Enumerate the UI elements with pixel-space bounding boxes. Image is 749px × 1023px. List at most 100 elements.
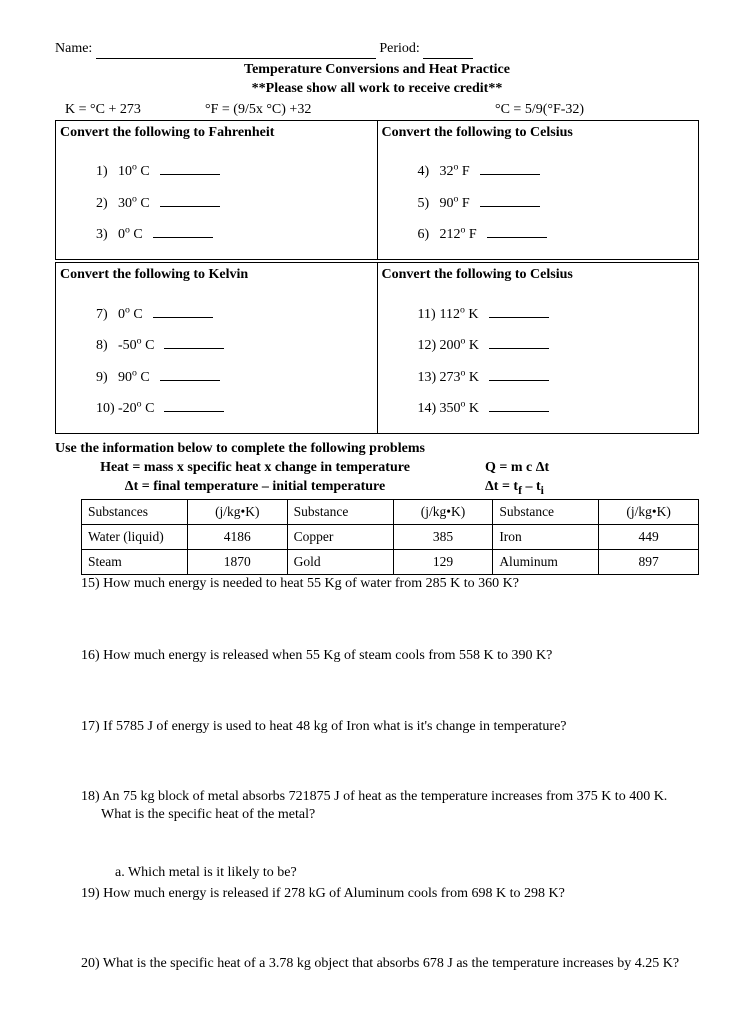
conversion-value: 212o F bbox=[440, 227, 477, 242]
name-label: Name: bbox=[55, 41, 92, 56]
table-row: Steam1870Gold129Aluminum897 bbox=[82, 549, 699, 574]
table-cell: 449 bbox=[599, 524, 699, 549]
conversion-item: 2)30o C bbox=[96, 192, 377, 214]
problem-17: 17) If 5785 J of energy is used to heat … bbox=[81, 718, 699, 736]
table-row: Water (liquid)4186Copper385Iron449 bbox=[82, 524, 699, 549]
answer-blank[interactable] bbox=[489, 369, 549, 381]
answer-blank[interactable] bbox=[160, 369, 220, 381]
table-header-cell: (j/kg•K) bbox=[187, 499, 287, 524]
conversion-value: 30o C bbox=[118, 196, 150, 211]
conv-heading: Convert the following to Kelvin bbox=[56, 263, 377, 285]
conversion-item: 5)90o F bbox=[418, 192, 699, 214]
name-blank[interactable] bbox=[96, 45, 376, 59]
conversion-value: 32o F bbox=[440, 164, 470, 179]
table-header-cell: Substance bbox=[493, 499, 599, 524]
conversion-item: 1)10o C bbox=[96, 160, 377, 182]
heat-formula-symbols: Q = m c Δt bbox=[455, 459, 699, 478]
conversion-value: 0o C bbox=[118, 227, 143, 242]
conversion-value: 273o K bbox=[440, 370, 480, 385]
answer-blank[interactable] bbox=[489, 337, 549, 349]
table-cell: 129 bbox=[393, 549, 493, 574]
table-cell: Aluminum bbox=[493, 549, 599, 574]
period-label: Period: bbox=[379, 41, 419, 56]
conv-body: 7)0o C 8)-50o C 9)90o C 10)-20o C bbox=[56, 285, 377, 433]
problem-18-line1: 18) An 75 kg block of metal absorbs 7218… bbox=[81, 789, 667, 804]
conversion-value: -20o C bbox=[118, 401, 154, 416]
answer-blank[interactable] bbox=[164, 400, 224, 412]
conv-cell-right: Convert the following to Celsius11)112o … bbox=[378, 263, 699, 433]
conv-heading: Convert the following to Celsius bbox=[378, 263, 699, 285]
conv-cell-left: Convert the following to Kelvin 7)0o C 8)-… bbox=[56, 263, 378, 433]
table-cell: 385 bbox=[393, 524, 493, 549]
conv-cell-left: Convert the following to Fahrenheit1)10o… bbox=[56, 121, 378, 260]
table-cell: 897 bbox=[599, 549, 699, 574]
conv-body: 1)10o C 2)30o C 3)0o C bbox=[56, 142, 377, 259]
conversion-item: 6)212o F bbox=[418, 224, 699, 246]
conversion-value: 90o C bbox=[118, 370, 150, 385]
table-header-cell: Substances bbox=[82, 499, 188, 524]
conversion-item: 13)273o K bbox=[418, 366, 699, 388]
conversion-box-0: Convert the following to Fahrenheit1)10o… bbox=[55, 120, 699, 261]
conversion-value: 0o C bbox=[118, 307, 143, 322]
table-header-cell: Substance bbox=[287, 499, 393, 524]
title-line-2: **Please show all work to receive credit… bbox=[55, 80, 699, 99]
conversion-item: 14)350o K bbox=[418, 398, 699, 420]
conversion-item: 7)0o C bbox=[96, 303, 377, 325]
heat-formula-words: Heat = mass x specific heat x change in … bbox=[55, 459, 455, 478]
period-blank[interactable] bbox=[423, 45, 473, 59]
conv-cell-right: Convert the following to Celsius 4)32o F 5… bbox=[378, 121, 699, 260]
conversion-value: 112o K bbox=[440, 307, 479, 322]
table-cell: Copper bbox=[287, 524, 393, 549]
answer-blank[interactable] bbox=[489, 400, 549, 412]
table-header-row: Substances(j/kg•K)Substance(j/kg•K)Subst… bbox=[82, 499, 699, 524]
dt-formula-words: Δt = final temperature – initial tempera… bbox=[55, 478, 455, 499]
conversion-value: 200o K bbox=[440, 338, 480, 353]
heat-section-intro: Use the information below to complete th… bbox=[55, 440, 699, 459]
conversion-value: 350o K bbox=[440, 401, 480, 416]
answer-blank[interactable] bbox=[487, 226, 547, 238]
conversion-item: 4)32o F bbox=[418, 160, 699, 182]
conversion-item: 12)200o K bbox=[418, 335, 699, 357]
conversion-item: 8)-50o C bbox=[96, 335, 377, 357]
table-header-cell: (j/kg•K) bbox=[599, 499, 699, 524]
title-line-1: Temperature Conversions and Heat Practic… bbox=[55, 61, 699, 80]
formula-celsius: °C = 5/9(°F-32) bbox=[385, 101, 699, 120]
problem-19: 19) How much energy is released if 278 k… bbox=[81, 885, 699, 903]
conversion-box-1: Convert the following to Kelvin 7)0o C 8)-… bbox=[55, 262, 699, 434]
specific-heat-table: Substances(j/kg•K)Substance(j/kg•K)Subst… bbox=[81, 499, 699, 576]
conv-body: 11)112o K 12)200o K 13)273o K 14)350o K bbox=[378, 285, 699, 433]
header-row: Name: Period: bbox=[55, 40, 699, 59]
answer-blank[interactable] bbox=[480, 163, 540, 175]
conversion-item: 10)-20o C bbox=[96, 398, 377, 420]
problem-18-sub-a: a. Which metal is it likely to be? bbox=[115, 864, 699, 883]
conversion-item: 11)112o K bbox=[418, 303, 699, 325]
answer-blank[interactable] bbox=[480, 195, 540, 207]
conversion-value: 10o C bbox=[118, 164, 150, 179]
conversion-item: 9)90o C bbox=[96, 366, 377, 388]
table-cell: Iron bbox=[493, 524, 599, 549]
table-cell: 4186 bbox=[187, 524, 287, 549]
conv-heading: Convert the following to Fahrenheit bbox=[56, 121, 377, 143]
answer-blank[interactable] bbox=[153, 306, 213, 318]
formula-row: K = °C + 273 °F = (9/5x °C) +32 °C = 5/9… bbox=[55, 101, 699, 120]
heat-formula-row-2: Δt = final temperature – initial tempera… bbox=[55, 478, 699, 499]
problem-18-line2: What is the specific heat of the metal? bbox=[81, 807, 315, 822]
answer-blank[interactable] bbox=[164, 337, 224, 349]
heat-formula-row-1: Heat = mass x specific heat x change in … bbox=[55, 459, 699, 478]
answer-blank[interactable] bbox=[160, 195, 220, 207]
answer-blank[interactable] bbox=[153, 226, 213, 238]
table-cell: Steam bbox=[82, 549, 188, 574]
problem-18: 18) An 75 kg block of metal absorbs 7218… bbox=[81, 788, 699, 824]
conv-heading: Convert the following to Celsius bbox=[378, 121, 699, 143]
table-cell: Water (liquid) bbox=[82, 524, 188, 549]
conversion-item: 3)0o C bbox=[96, 224, 377, 246]
dt-formula-symbols: Δt = tf – ti bbox=[455, 478, 699, 499]
table-cell: Gold bbox=[287, 549, 393, 574]
answer-blank[interactable] bbox=[160, 163, 220, 175]
answer-blank[interactable] bbox=[489, 306, 549, 318]
formula-fahrenheit: °F = (9/5x °C) +32 bbox=[205, 101, 385, 120]
conversion-value: -50o C bbox=[118, 338, 154, 353]
conversion-grid: Convert the following to Fahrenheit1)10o… bbox=[55, 120, 699, 435]
worksheet-title: Temperature Conversions and Heat Practic… bbox=[55, 61, 699, 99]
conv-body: 4)32o F 5)90o F 6)212o F bbox=[378, 142, 699, 259]
